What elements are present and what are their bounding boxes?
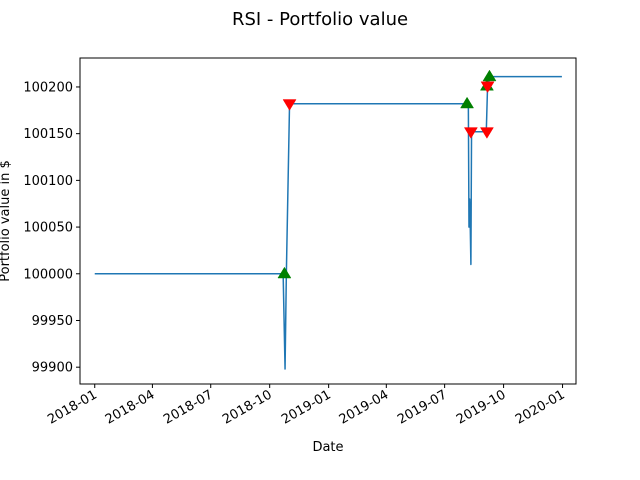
plot-area (79, 57, 577, 385)
y-tick-label: 100100 (23, 174, 73, 189)
trade-markers (277, 69, 497, 279)
portfolio-value-line (94, 75, 562, 370)
y-tick-label: 100150 (23, 127, 73, 142)
y-tick-label: 100200 (23, 80, 73, 95)
sell-marker (282, 99, 297, 111)
sell-marker (479, 127, 494, 139)
chart-title: RSI - Portfolio value (232, 9, 408, 30)
series-layer (94, 75, 562, 370)
y-tick-label: 100000 (23, 267, 73, 282)
y-axis: 99900 99950 100000 100050 100100 100150 100200 (23, 80, 80, 376)
y-axis-label: Portfolio value in $ (0, 160, 13, 282)
sell-marker (480, 81, 495, 94)
y-tick-label: 99950 (32, 314, 73, 329)
sell-marker (463, 127, 478, 139)
y-tick-label: 100050 (23, 221, 73, 236)
buy-marker (460, 96, 475, 109)
buy-marker (277, 266, 292, 279)
buy-marker (482, 69, 497, 82)
y-tick-label: 99900 (32, 361, 73, 376)
x-axis-label: Date (312, 440, 343, 455)
